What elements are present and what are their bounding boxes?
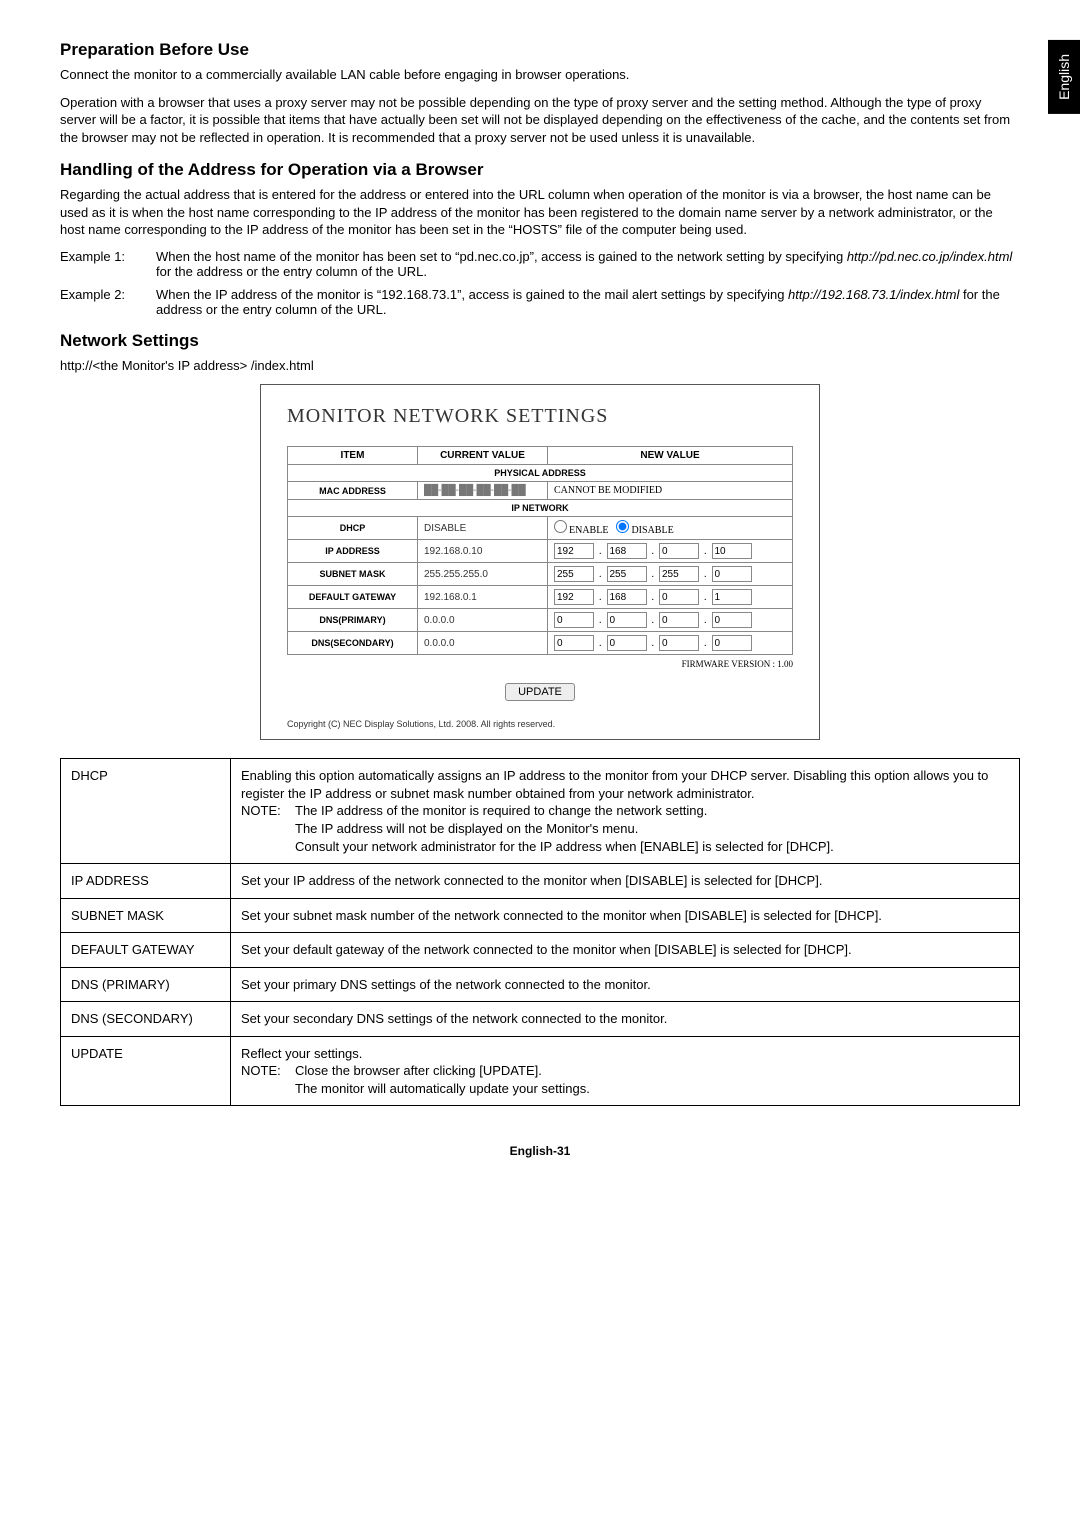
example-1: Example 1: When the host name of the mon…: [60, 249, 1020, 279]
desc-ip-term: IP ADDRESS: [61, 864, 231, 899]
handling-para: Regarding the actual address that is ent…: [60, 186, 1020, 239]
figure-title: MONITOR NETWORK SETTINGS: [287, 405, 793, 428]
figure-subnet-inputs: . . .: [554, 566, 786, 582]
network-url-line: http://<the Monitor's IP address> /index…: [60, 357, 1020, 375]
desc-dns1-body: Set your primary DNS settings of the net…: [231, 967, 1020, 1002]
figure-ip-oct4[interactable]: [712, 543, 752, 559]
figure-dns1-inputs: . . .: [554, 612, 786, 628]
figure-dhcp-disable-radio[interactable]: [616, 520, 629, 533]
figure-subnet-current: 255.255.255.0: [418, 563, 548, 586]
figure-table: ITEM CURRENT VALUE NEW VALUE PHYSICAL AD…: [287, 446, 793, 655]
figure-th-new: NEW VALUE: [548, 447, 793, 465]
figure-subnet-oct1[interactable]: [554, 566, 594, 582]
desc-dhcp-note-label: NOTE:: [241, 802, 295, 820]
figure-gw-oct3[interactable]: [659, 589, 699, 605]
page-footer: English-31: [60, 1144, 1020, 1158]
example-1-label: Example 1:: [60, 249, 156, 279]
example-1-url: http://pd.nec.co.jp/index.html: [847, 249, 1012, 264]
network-settings-figure: MONITOR NETWORK SETTINGS ITEM CURRENT VA…: [260, 384, 820, 740]
desc-update-note-body: Close the browser after clicking [UPDATE…: [295, 1062, 1003, 1097]
desc-ip-body: Set your IP address of the network conne…: [231, 864, 1020, 899]
figure-update-button[interactable]: UPDATE: [505, 683, 575, 701]
figure-dns2-oct4[interactable]: [712, 635, 752, 651]
desc-dns2-term: DNS (SECONDARY): [61, 1002, 231, 1037]
heading-preparation: Preparation Before Use: [60, 40, 1020, 60]
figure-ip-oct1[interactable]: [554, 543, 594, 559]
example-1-suffix: for the address or the entry column of t…: [156, 264, 427, 279]
figure-th-item: ITEM: [288, 447, 418, 465]
figure-dhcp-current: DISABLE: [418, 517, 548, 540]
desc-update-note-label: NOTE:: [241, 1062, 295, 1080]
figure-dhcp-label: DHCP: [288, 517, 418, 540]
figure-dhcp-disable-text: DISABLE: [631, 525, 673, 536]
example-2-label: Example 2:: [60, 287, 156, 317]
example-1-prefix: When the host name of the monitor has be…: [156, 249, 847, 264]
figure-dns1-oct2[interactable]: [607, 612, 647, 628]
figure-dhcp-enable-text: ENABLE: [569, 525, 608, 536]
language-tab: English: [1048, 40, 1080, 114]
desc-update-term: UPDATE: [61, 1036, 231, 1106]
desc-update-body-text: Reflect your settings.: [241, 1046, 362, 1061]
figure-subnet-label: SUBNET MASK: [288, 563, 418, 586]
figure-mac-current: ██-██-██-██-██-██: [418, 482, 548, 500]
figure-ip-oct2[interactable]: [607, 543, 647, 559]
figure-dns1-oct1[interactable]: [554, 612, 594, 628]
figure-ip-oct3[interactable]: [659, 543, 699, 559]
figure-ip-inputs: . . .: [554, 543, 786, 559]
desc-dns1-term: DNS (PRIMARY): [61, 967, 231, 1002]
prep-para-1: Connect the monitor to a commercially av…: [60, 66, 1020, 84]
figure-gw-label: DEFAULT GATEWAY: [288, 586, 418, 609]
figure-dns2-current: 0.0.0.0: [418, 632, 548, 655]
figure-th-current: CURRENT VALUE: [418, 447, 548, 465]
figure-dhcp-enable[interactable]: ENABLE: [554, 520, 608, 536]
example-2-text: When the IP address of the monitor is “1…: [156, 287, 1020, 317]
desc-update-body: Reflect your settings. NOTE:Close the br…: [231, 1036, 1020, 1106]
heading-network: Network Settings: [60, 331, 1020, 351]
figure-dns1-label: DNS(PRIMARY): [288, 609, 418, 632]
figure-dns2-oct2[interactable]: [607, 635, 647, 651]
figure-ip-current: 192.168.0.10: [418, 540, 548, 563]
figure-gw-oct4[interactable]: [712, 589, 752, 605]
example-1-text: When the host name of the monitor has be…: [156, 249, 1020, 279]
desc-dhcp-body-text: Enabling this option automatically assig…: [241, 768, 988, 801]
desc-gw-term: DEFAULT GATEWAY: [61, 933, 231, 968]
example-2: Example 2: When the IP address of the mo…: [60, 287, 1020, 317]
figure-dhcp-radios: ENABLE DISABLE: [554, 520, 786, 536]
figure-copyright: Copyright (C) NEC Display Solutions, Ltd…: [287, 719, 793, 729]
figure-dns2-oct3[interactable]: [659, 635, 699, 651]
example-2-url: http://192.168.73.1/index.html: [788, 287, 959, 302]
desc-dhcp-term: DHCP: [61, 759, 231, 864]
example-2-prefix: When the IP address of the monitor is “1…: [156, 287, 788, 302]
figure-dhcp-disable[interactable]: DISABLE: [616, 520, 673, 536]
settings-description-table: DHCP Enabling this option automatically …: [60, 758, 1020, 1106]
figure-gw-oct2[interactable]: [607, 589, 647, 605]
desc-subnet-term: SUBNET MASK: [61, 898, 231, 933]
heading-handling: Handling of the Address for Operation vi…: [60, 160, 1020, 180]
figure-dns1-current: 0.0.0.0: [418, 609, 548, 632]
figure-dns2-label: DNS(SECONDARY): [288, 632, 418, 655]
figure-section-physical: PHYSICAL ADDRESS: [288, 465, 793, 482]
figure-dns1-oct4[interactable]: [712, 612, 752, 628]
figure-subnet-oct3[interactable]: [659, 566, 699, 582]
prep-para-2: Operation with a browser that uses a pro…: [60, 94, 1020, 147]
figure-mac-new: CANNOT BE MODIFIED: [548, 482, 793, 500]
desc-dhcp-body: Enabling this option automatically assig…: [231, 759, 1020, 864]
figure-dns2-oct1[interactable]: [554, 635, 594, 651]
figure-dns2-inputs: . . .: [554, 635, 786, 651]
desc-dns2-body: Set your secondary DNS settings of the n…: [231, 1002, 1020, 1037]
desc-subnet-body: Set your subnet mask number of the netwo…: [231, 898, 1020, 933]
figure-subnet-oct4[interactable]: [712, 566, 752, 582]
figure-gw-oct1[interactable]: [554, 589, 594, 605]
figure-dns1-oct3[interactable]: [659, 612, 699, 628]
figure-subnet-oct2[interactable]: [607, 566, 647, 582]
figure-gw-inputs: . . .: [554, 589, 786, 605]
desc-dhcp-note-body: The IP address of the monitor is require…: [295, 802, 1003, 855]
figure-ip-label: IP ADDRESS: [288, 540, 418, 563]
figure-firmware-version: FIRMWARE VERSION : 1.00: [287, 659, 793, 669]
figure-gw-current: 192.168.0.1: [418, 586, 548, 609]
desc-gw-body: Set your default gateway of the network …: [231, 933, 1020, 968]
figure-mac-label: MAC ADDRESS: [288, 482, 418, 500]
figure-section-ipnetwork: IP NETWORK: [288, 500, 793, 517]
figure-dhcp-enable-radio[interactable]: [554, 520, 567, 533]
